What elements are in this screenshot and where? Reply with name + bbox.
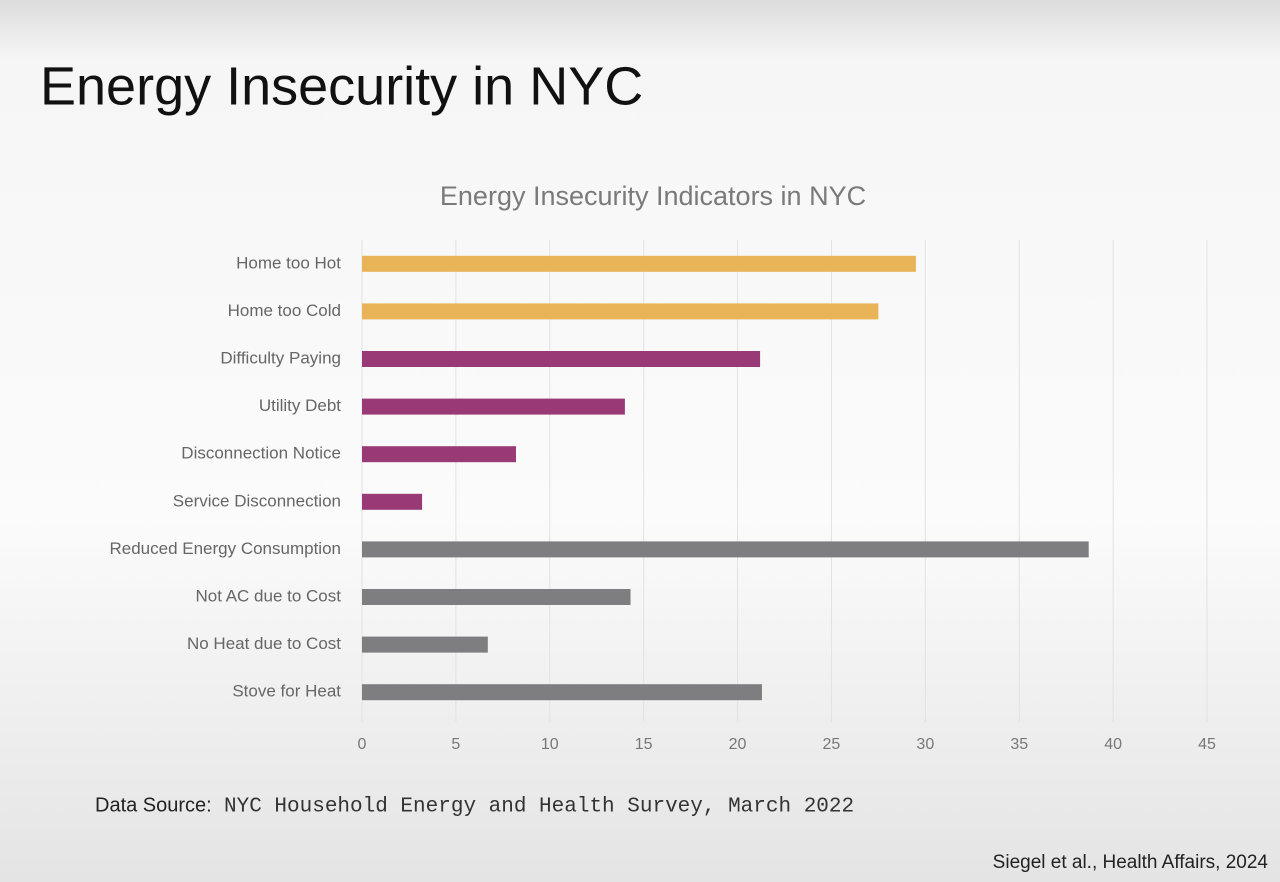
citation: Siegel et al., Health Affairs, 2024 <box>993 852 1269 873</box>
x-tick-label: 40 <box>1104 736 1122 753</box>
x-tick-label: 30 <box>916 736 934 753</box>
y-tick-label: Disconnection Notice <box>181 444 341 463</box>
source-label: Data Source: <box>95 794 212 816</box>
bar <box>362 541 1089 558</box>
y-tick-label: Service Disconnection <box>173 491 341 510</box>
x-tick-label: 10 <box>541 736 559 753</box>
bar <box>362 255 916 272</box>
x-tick-label: 5 <box>451 736 460 753</box>
x-tick-label: 35 <box>1010 736 1028 753</box>
y-tick-label: Stove for Heat <box>232 682 341 701</box>
y-tick-label: Home too Hot <box>236 253 341 272</box>
bar <box>362 589 631 605</box>
x-tick-label: 0 <box>358 736 367 753</box>
y-tick-label: Difficulty Paying <box>220 348 341 367</box>
x-tick-label: 20 <box>729 736 747 753</box>
bar <box>362 398 625 415</box>
x-tick-label: 15 <box>635 736 653 753</box>
y-tick-label: Utility Debt <box>259 396 341 415</box>
x-tick-label: 45 <box>1198 736 1216 753</box>
bar <box>362 351 761 367</box>
y-tick-label: Reduced Energy Consumption <box>109 539 341 558</box>
y-tick-label: Not AC due to Cost <box>195 586 341 605</box>
slide-title: Energy Insecurity in NYC <box>40 56 643 116</box>
y-tick-label: No Heat due to Cost <box>187 634 341 653</box>
x-tick-label: 25 <box>823 736 841 753</box>
bar <box>362 636 488 653</box>
bar <box>362 684 762 701</box>
plot: 0 5 10 15 20 25 30 35 40 45 Home too Hot Home too C… <box>109 240 1216 753</box>
chart-title: Energy Insecurity Indicators in NYC <box>440 181 866 211</box>
bar <box>362 303 879 320</box>
y-tick-label: Home too Cold <box>228 301 341 320</box>
source: NYC Household Energy and Health Survey, … <box>224 796 854 819</box>
bar <box>362 493 423 510</box>
bar <box>362 446 516 463</box>
